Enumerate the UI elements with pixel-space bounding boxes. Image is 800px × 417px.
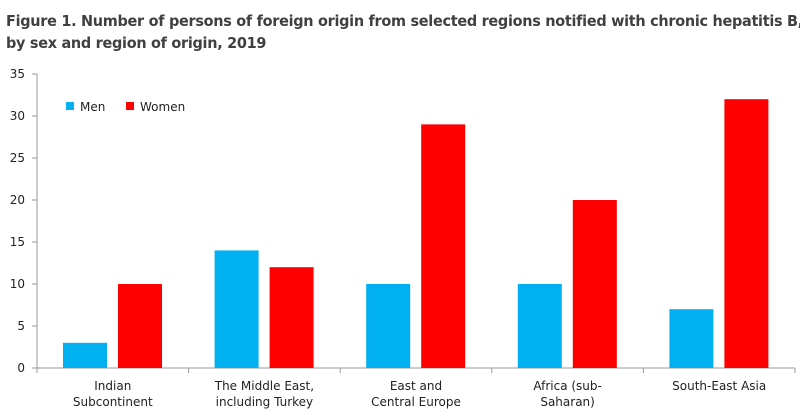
bar-men	[63, 342, 107, 368]
x-tick-label: Indian	[94, 379, 131, 393]
x-tick-label: The Middle East,	[214, 379, 314, 393]
x-tick-label: Africa (sub-	[533, 379, 602, 393]
y-tick-label: 25	[10, 151, 25, 165]
legend-label-men: Men	[80, 100, 105, 114]
bar-men	[517, 284, 562, 368]
x-tick-label: East and	[390, 379, 442, 393]
x-tick-label: Central Europe	[371, 395, 461, 409]
bar-women	[269, 267, 314, 368]
x-tick-label: South-East Asia	[672, 379, 766, 393]
bar-women	[118, 284, 162, 368]
y-tick-label: 0	[17, 361, 25, 375]
title-line-2: by sex and region of origin, 2019	[6, 34, 267, 52]
x-tick-label: Subcontinent	[73, 395, 153, 409]
bar-men	[669, 309, 714, 368]
legend-swatch-men	[66, 102, 74, 110]
y-tick-label: 5	[17, 319, 25, 333]
bar-women	[572, 200, 617, 368]
x-tick-label: Saharan)	[540, 395, 595, 409]
y-tick-label: 35	[10, 67, 25, 81]
y-tick-label: 15	[10, 235, 25, 249]
chart-title: Figure 1. Number of persons of foreign o…	[6, 10, 800, 54]
y-tick-label: 20	[10, 193, 25, 207]
y-tick-label: 10	[10, 277, 25, 291]
legend-swatch-women	[126, 102, 134, 110]
bar-women	[724, 99, 769, 368]
y-tick-label: 30	[10, 109, 25, 123]
bar-women	[421, 124, 466, 369]
legend-label-women: Women	[140, 100, 185, 114]
bar-men	[214, 250, 259, 368]
bar-men	[366, 284, 411, 368]
x-tick-label: including Turkey	[216, 395, 314, 409]
title-line-1: Figure 1. Number of persons of foreign o…	[6, 12, 800, 30]
